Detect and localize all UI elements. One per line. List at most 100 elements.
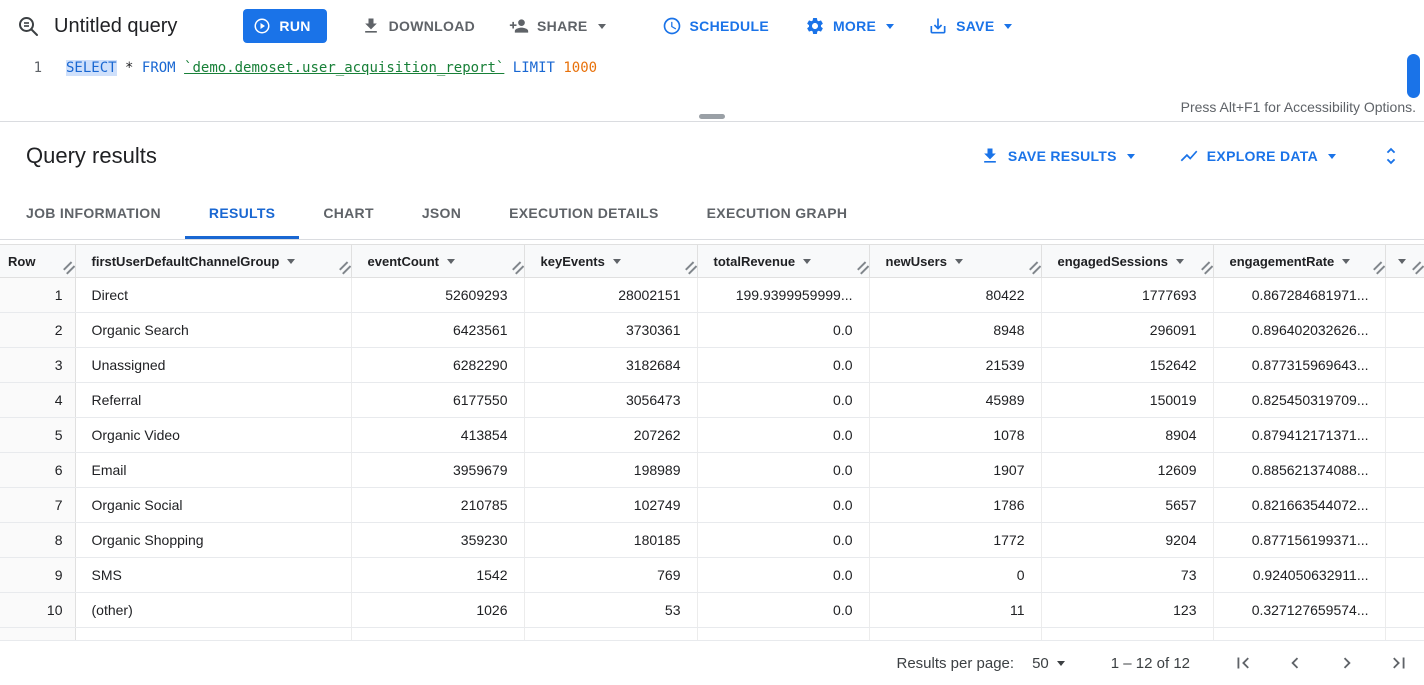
sql-code-line[interactable]: SELECT * FROM `demo.demoset.user_acquisi… bbox=[56, 52, 597, 76]
download-button[interactable]: DOWNLOAD bbox=[361, 16, 475, 36]
table-cell: 80422 bbox=[869, 277, 1042, 313]
save-icon bbox=[930, 18, 946, 34]
sort-caret-icon[interactable] bbox=[447, 258, 455, 264]
column-header-engagementrate[interactable]: engagementRate bbox=[1213, 244, 1386, 278]
table-cell: 0.821663544072... bbox=[1213, 487, 1386, 523]
tab-json[interactable]: JSON bbox=[421, 205, 462, 221]
table-cell: 0.867284681971... bbox=[1213, 277, 1386, 313]
table-cell: 1.0 bbox=[1213, 627, 1386, 640]
table-row: 3 Unassigned 6282290 3182684 0.0 21539 152642 0… bbox=[0, 347, 1424, 383]
table-row: 9 SMS 1542 769 0.0 0 73 0.924050632911... bbox=[0, 557, 1424, 593]
clock-icon bbox=[663, 17, 680, 35]
table-header-row: Row firstUserDefaultChannelGroup eventCoun… bbox=[0, 244, 1424, 278]
column-resize-handle[interactable] bbox=[1371, 262, 1381, 272]
schedule-button[interactable]: SCHEDULE bbox=[662, 16, 769, 36]
column-header-engagedsessions[interactable]: engagedSessions bbox=[1041, 244, 1214, 278]
table-cell: 28002151 bbox=[524, 277, 698, 313]
table-cell: 199.9399959999... bbox=[697, 277, 870, 313]
table-cell-filler bbox=[1385, 627, 1424, 640]
table-cell: 3730361 bbox=[524, 312, 698, 348]
table-row: 2 Organic Search 6423561 3730361 0.0 8948 2960… bbox=[0, 312, 1424, 348]
column-label: eventCount bbox=[367, 253, 440, 269]
tab-execution-details[interactable]: EXECUTION DETAILS bbox=[509, 205, 659, 221]
table-cell: 104 bbox=[524, 627, 698, 640]
table-cell: 0.877156199371... bbox=[1213, 522, 1386, 558]
table-cell: Organic Search bbox=[75, 312, 352, 348]
query-results-header: Query results SAVE RESULTS EXPLORE DATA bbox=[0, 122, 1424, 190]
next-page-button[interactable] bbox=[1336, 652, 1358, 674]
chevron-left-icon bbox=[1291, 657, 1299, 669]
table-cell: 45989 bbox=[869, 382, 1042, 418]
table-cell: 0.327127659574... bbox=[1213, 592, 1386, 628]
page-size-select[interactable]: 50 bbox=[1032, 655, 1065, 672]
table-cell: 0.0 bbox=[697, 452, 870, 488]
sort-caret-icon[interactable] bbox=[612, 258, 621, 264]
table-cell: 150019 bbox=[1041, 382, 1214, 418]
explore-data-button[interactable]: EXPLORE DATA bbox=[1179, 146, 1336, 166]
schedule-label: SCHEDULE bbox=[689, 18, 769, 34]
column-header-row[interactable]: Row bbox=[0, 244, 76, 278]
sort-caret-icon bbox=[1397, 258, 1406, 264]
download-label: DOWNLOAD bbox=[388, 18, 476, 34]
column-header-totalrevenue[interactable]: totalRevenue bbox=[697, 244, 870, 278]
table-cell: Referral bbox=[75, 382, 352, 418]
column-header-filler bbox=[1385, 244, 1424, 278]
editor-scrollbar[interactable] bbox=[1407, 54, 1420, 98]
table-cell: 8904 bbox=[1041, 417, 1214, 453]
expand-results-button[interactable] bbox=[1380, 145, 1402, 167]
page-size-value: 50 bbox=[1032, 654, 1049, 672]
tab-execution-graph[interactable]: EXECUTION GRAPH bbox=[706, 205, 848, 221]
row-number-cell: 1 bbox=[0, 277, 76, 313]
sort-caret-icon[interactable] bbox=[954, 258, 963, 264]
column-header-keyevents[interactable]: keyEvents bbox=[524, 244, 698, 278]
table-cell: 21539 bbox=[869, 347, 1042, 383]
dropdown-caret-icon bbox=[1126, 153, 1135, 159]
dropdown-caret-icon bbox=[1004, 23, 1013, 29]
sort-caret-icon[interactable] bbox=[1176, 258, 1185, 264]
results-title: Query results bbox=[26, 143, 157, 168]
table-cell: 0.825450319709... bbox=[1213, 382, 1386, 418]
sort-caret-icon[interactable] bbox=[287, 258, 296, 264]
tab-chart[interactable]: CHART bbox=[323, 205, 374, 221]
column-header-eventcount[interactable]: eventCount bbox=[351, 244, 525, 278]
table-cell-filler bbox=[1385, 417, 1424, 453]
sort-caret-icon[interactable] bbox=[1342, 258, 1351, 264]
more-button[interactable]: MORE bbox=[805, 16, 895, 36]
column-resize-handle[interactable] bbox=[61, 262, 71, 272]
column-resize-handle[interactable] bbox=[1199, 262, 1209, 272]
query-title: Untitled query bbox=[54, 14, 178, 37]
table-cell: 3056473 bbox=[524, 382, 698, 418]
dropdown-caret-icon bbox=[886, 23, 895, 29]
column-header-newusers[interactable]: newUsers bbox=[869, 244, 1042, 278]
previous-page-button[interactable] bbox=[1284, 652, 1306, 674]
save-button[interactable]: SAVE bbox=[928, 16, 1013, 36]
table-cell-filler bbox=[1385, 277, 1424, 313]
tab-results[interactable]: RESULTS bbox=[184, 190, 300, 239]
table-cell: 8948 bbox=[869, 312, 1042, 348]
table-cell: 1542 bbox=[351, 557, 525, 593]
column-resize-handle[interactable] bbox=[510, 262, 520, 272]
column-resize-handle[interactable] bbox=[855, 262, 865, 272]
table-cell: 198989 bbox=[524, 452, 698, 488]
first-page-button[interactable] bbox=[1232, 652, 1254, 674]
column-resize-handle[interactable] bbox=[337, 262, 347, 272]
table-cell: SMS bbox=[75, 557, 352, 593]
sql-table-reference[interactable]: `demo.demoset.user_acquisition_report` bbox=[184, 60, 505, 76]
sort-caret-icon[interactable] bbox=[803, 258, 812, 264]
run-button[interactable]: RUN bbox=[243, 9, 327, 43]
sql-editor[interactable]: 1 SELECT * FROM `demo.demoset.user_acqui… bbox=[0, 52, 1424, 122]
column-resize-handle[interactable] bbox=[1027, 262, 1037, 272]
table-cell: 210785 bbox=[351, 487, 525, 523]
table-cell: Organic Video bbox=[75, 417, 352, 453]
tab-job-information[interactable]: JOB INFORMATION bbox=[26, 205, 161, 221]
splitter-handle[interactable] bbox=[699, 114, 725, 119]
last-page-icon bbox=[1393, 657, 1405, 669]
column-header-firstuserdefaultchannelgroup[interactable]: firstUserDefaultChannelGroup bbox=[75, 244, 352, 278]
column-resize-handle[interactable] bbox=[683, 262, 693, 272]
save-results-button[interactable]: SAVE RESULTS bbox=[980, 146, 1135, 166]
last-page-button[interactable] bbox=[1388, 652, 1410, 674]
sql-operator-star: * bbox=[125, 60, 134, 76]
share-button[interactable]: SHARE bbox=[509, 16, 606, 36]
table-cell: 6177550 bbox=[351, 382, 525, 418]
